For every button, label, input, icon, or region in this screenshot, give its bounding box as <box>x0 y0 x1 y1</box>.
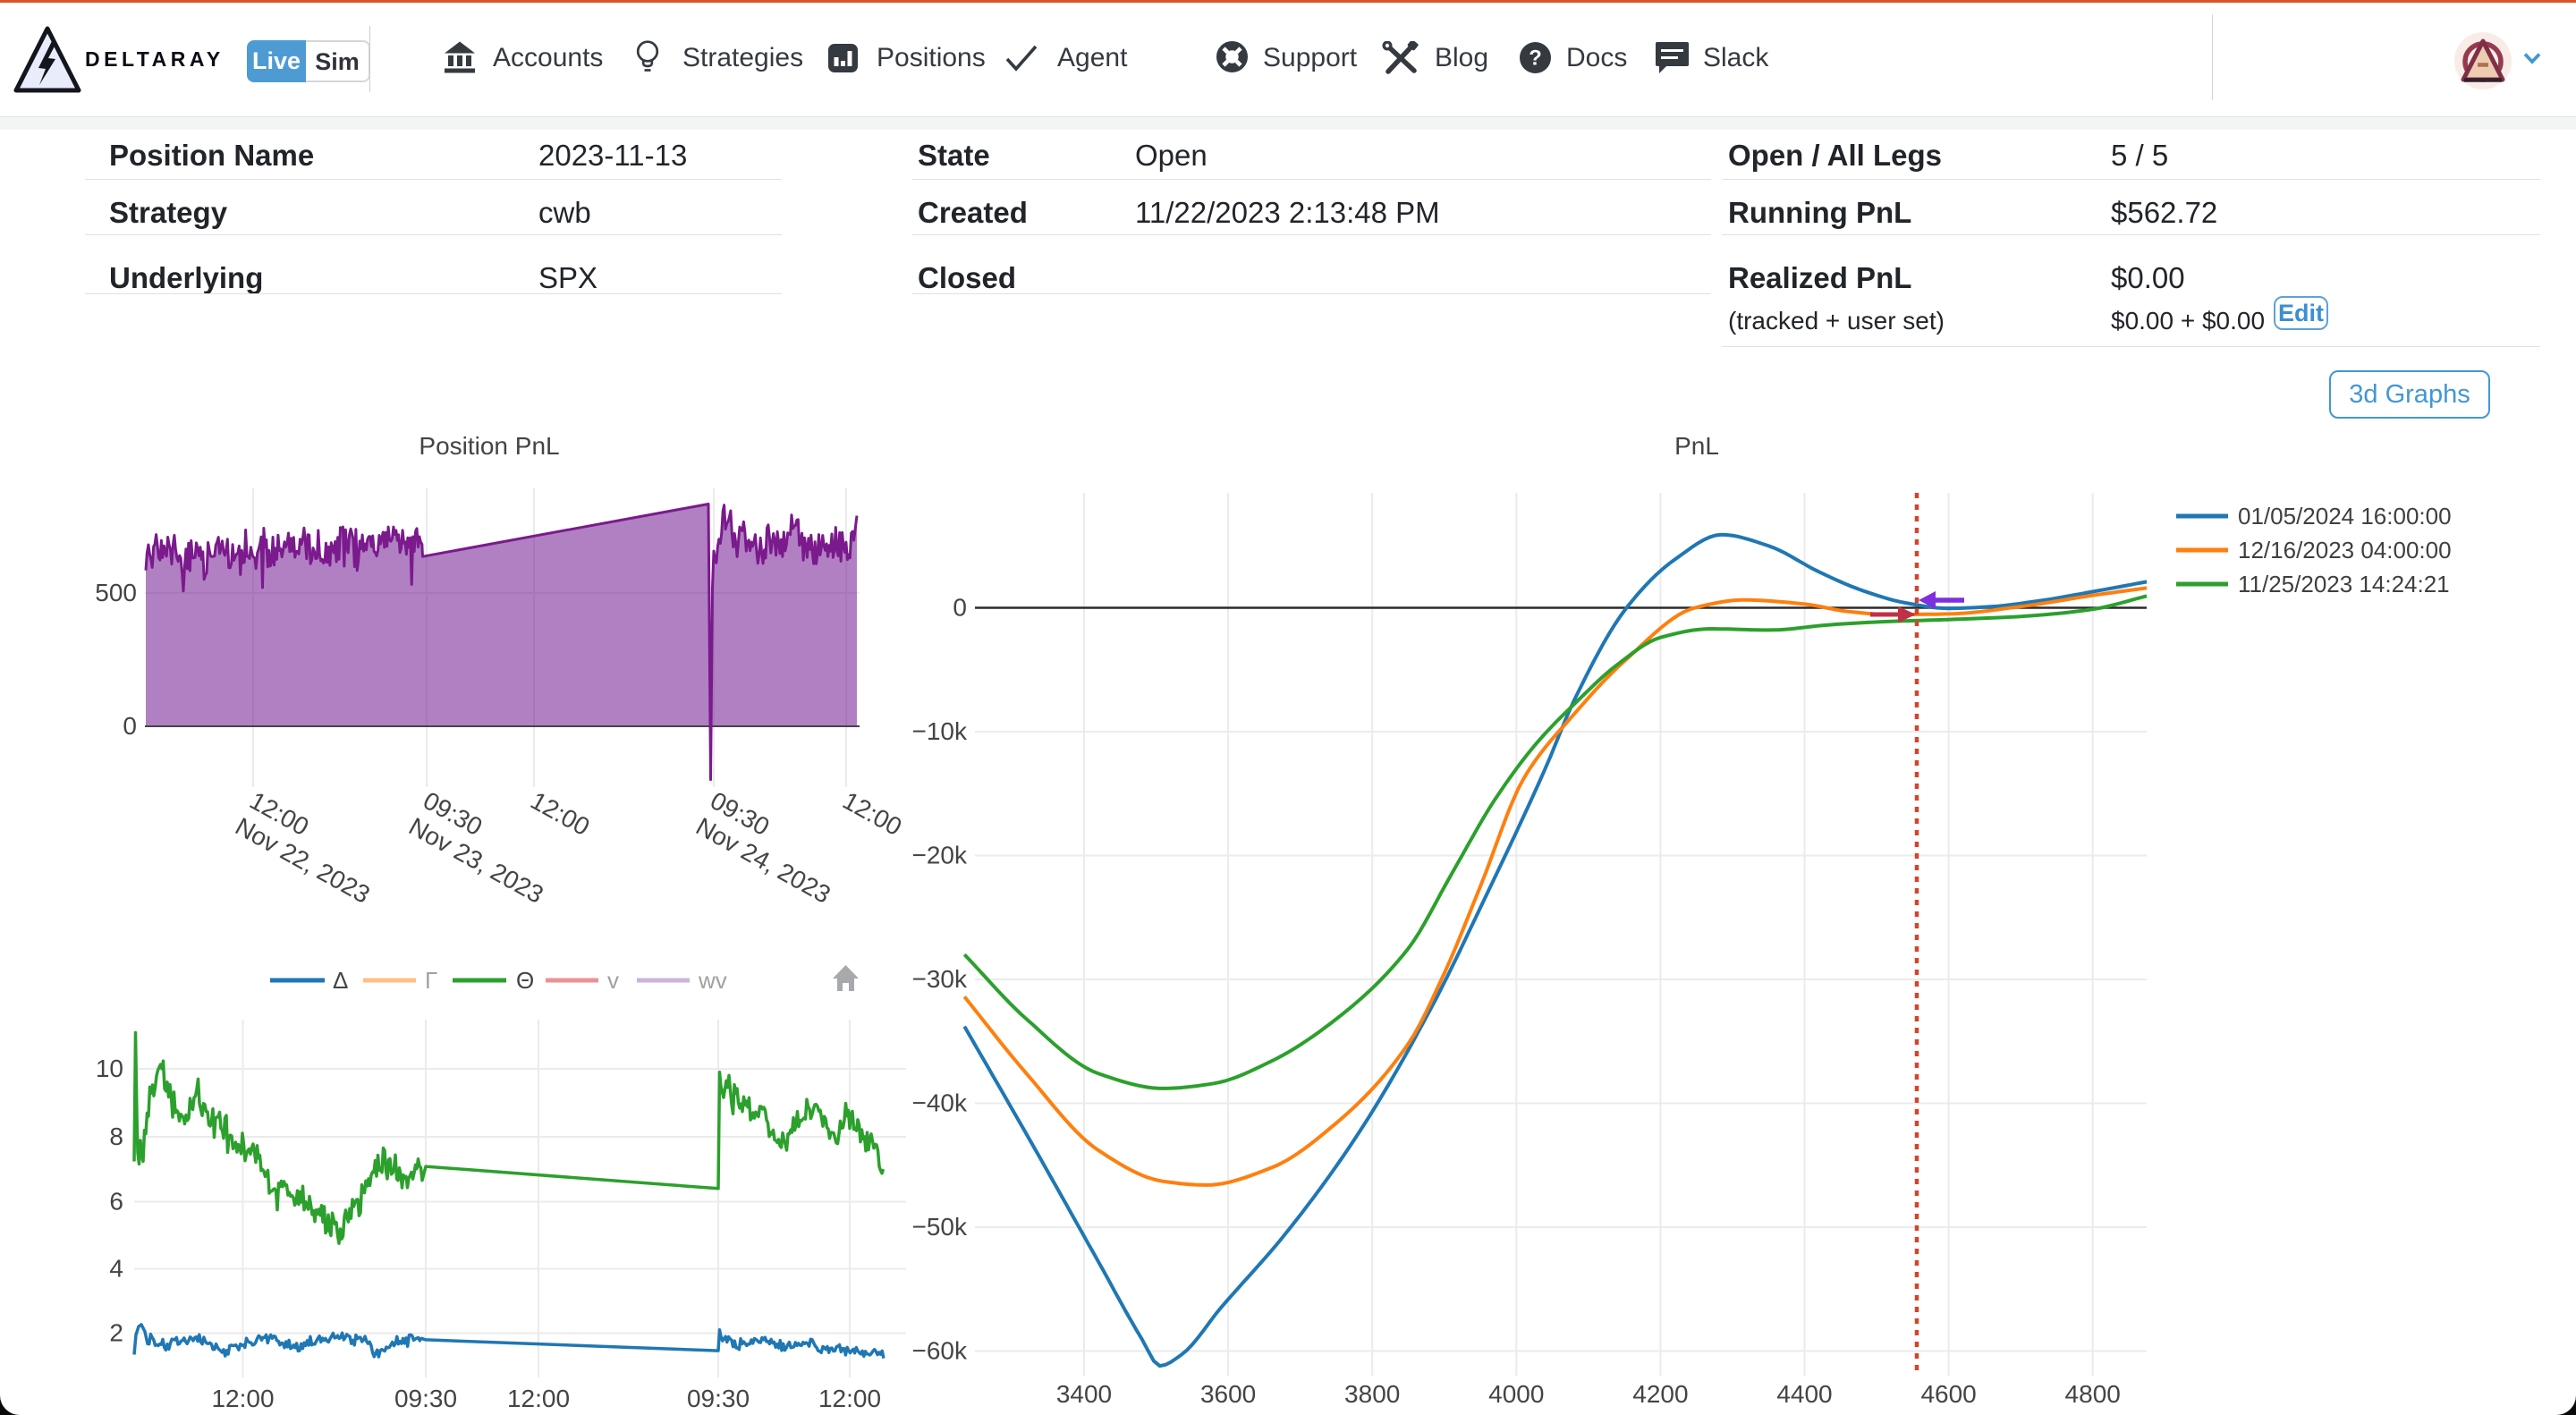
svg-text:11/25/2023 14:24:21: 11/25/2023 14:24:21 <box>2238 571 2450 597</box>
svg-text:500: 500 <box>95 579 137 606</box>
svg-text:−60k: −60k <box>912 1337 968 1365</box>
svg-text:12/16/2023 04:00:00: 12/16/2023 04:00:00 <box>2238 537 2452 563</box>
svg-text:−40k: −40k <box>912 1089 968 1117</box>
svg-text:12:00: 12:00 <box>818 1385 881 1412</box>
svg-text:6: 6 <box>109 1188 123 1216</box>
svg-text:0: 0 <box>953 594 967 622</box>
svg-text:Γ: Γ <box>425 967 437 994</box>
svg-text:3600: 3600 <box>1200 1380 1256 1408</box>
svg-text:12:00: 12:00 <box>507 1385 570 1412</box>
svg-text:09:30Nov 24, 2023: 09:30Nov 24, 2023 <box>691 786 850 909</box>
svg-text:09:30: 09:30 <box>394 1385 457 1412</box>
svg-text:−30k: −30k <box>912 965 968 993</box>
svg-text:12:00: 12:00 <box>838 786 906 841</box>
svg-text:−20k: −20k <box>912 842 968 869</box>
svg-text:4: 4 <box>109 1255 123 1283</box>
svg-text:4200: 4200 <box>1632 1380 1688 1408</box>
svg-text:4000: 4000 <box>1488 1380 1544 1408</box>
svg-text:wv: wv <box>698 967 727 994</box>
svg-text:12:00Nov 22, 2023: 12:00Nov 22, 2023 <box>231 786 389 909</box>
svg-text:01/05/2024 16:00:00: 01/05/2024 16:00:00 <box>2238 503 2452 530</box>
svg-text:4800: 4800 <box>2065 1380 2121 1408</box>
svg-text:8: 8 <box>109 1123 123 1150</box>
svg-text:3800: 3800 <box>1344 1380 1400 1408</box>
svg-text:0: 0 <box>123 712 137 740</box>
svg-text:4600: 4600 <box>1920 1380 1976 1408</box>
svg-text:12:00: 12:00 <box>526 786 594 841</box>
svg-text:09:30: 09:30 <box>687 1385 750 1412</box>
svg-text:?: ? <box>1529 47 1542 71</box>
svg-text:PnL: PnL <box>1674 432 1719 460</box>
svg-text:Θ: Θ <box>516 967 534 994</box>
svg-text:4400: 4400 <box>1776 1380 1832 1408</box>
svg-text:10: 10 <box>96 1055 123 1082</box>
svg-text:v: v <box>607 967 619 994</box>
svg-text:12:00: 12:00 <box>211 1385 274 1412</box>
svg-text:3400: 3400 <box>1056 1380 1112 1408</box>
svg-text:−50k: −50k <box>912 1213 968 1241</box>
svg-text:2: 2 <box>109 1319 123 1347</box>
svg-text:Position PnL: Position PnL <box>419 432 559 460</box>
svg-text:−10k: −10k <box>912 717 968 745</box>
svg-text:Δ: Δ <box>333 967 348 994</box>
